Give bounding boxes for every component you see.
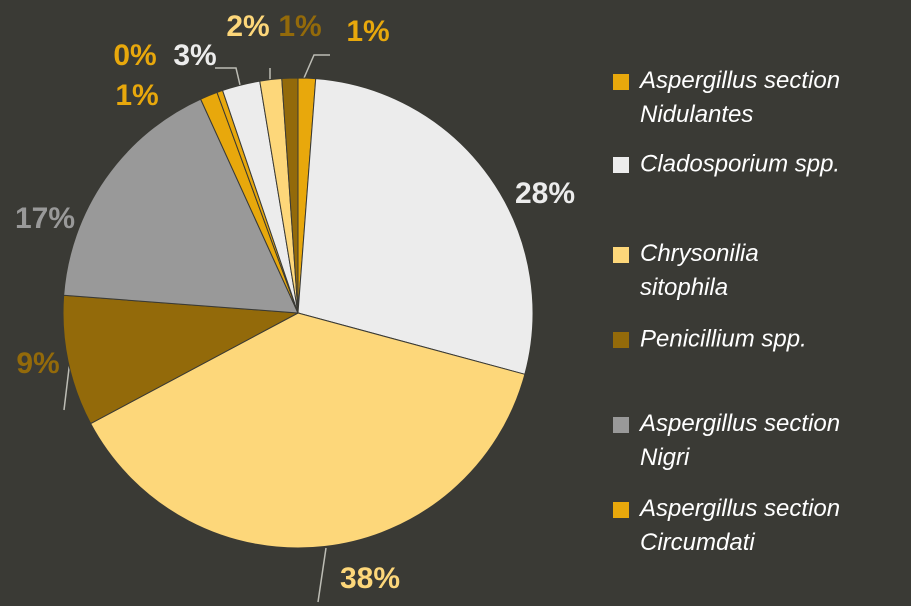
legend-label: Aspergillus section Nigri (638, 410, 840, 471)
pie-slice (89, 312, 526, 549)
data-label: 1% (346, 15, 389, 48)
pie-slice (63, 98, 299, 314)
data-label: 0% (113, 39, 156, 72)
data-label: 1% (115, 79, 158, 112)
legend-swatch (613, 502, 629, 518)
data-label: 1% (278, 10, 321, 43)
legend-swatch (613, 247, 629, 263)
leader-line (303, 54, 330, 79)
legend-label: Penicillium spp. (640, 325, 807, 352)
data-label: 9% (16, 347, 59, 380)
legend-line: sitophila (640, 274, 728, 301)
data-label: 38% (340, 562, 400, 595)
legend-line: Chrysonilia (640, 240, 759, 267)
legend-line: Nigri (640, 444, 690, 471)
leader-line (317, 547, 327, 603)
legend-swatch (613, 332, 629, 348)
legend-label: Aspergillus section Nidulantes (638, 67, 840, 128)
data-label: 3% (173, 39, 216, 72)
legend-line: Circumdati (640, 529, 755, 556)
data-label: 17% (15, 202, 75, 235)
pie-slice (281, 77, 299, 314)
pie-slice (297, 78, 534, 375)
pie-slice (62, 294, 300, 425)
legend-line: Aspergillus section (638, 410, 840, 437)
data-label: 28% (515, 177, 575, 210)
leader-line (215, 67, 241, 86)
data-label: 2% (226, 10, 269, 43)
legend-label: Cladosporium spp. (640, 150, 840, 177)
leader-lines (63, 54, 330, 603)
legend-swatch (613, 74, 629, 90)
legend-swatch (613, 157, 629, 173)
legend-line: Nidulantes (640, 101, 753, 128)
legend-label: Aspergillus section Circumdati (638, 495, 840, 556)
legend-line: Aspergillus section (638, 495, 840, 522)
legend-label: Chrysonilia sitophila (640, 240, 759, 301)
legend-line: Aspergillus section (638, 67, 840, 94)
legend-swatch (613, 417, 629, 433)
